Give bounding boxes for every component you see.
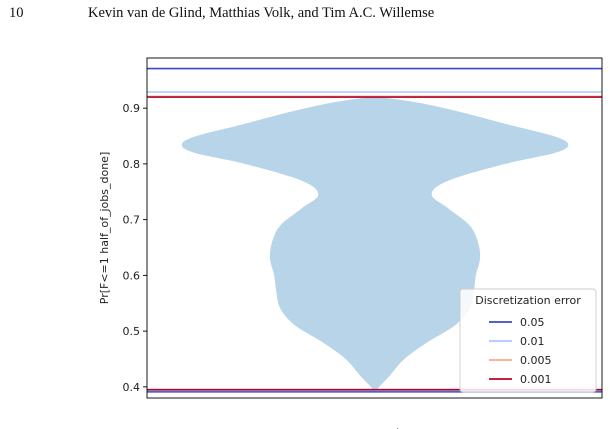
legend-label-0.01: 0.01 <box>520 335 545 348</box>
y-tick-label: 0.4 <box>123 381 141 394</box>
y-tick-label: 0.5 <box>123 325 141 338</box>
y-tick-label: 0.6 <box>123 269 141 282</box>
violin-body <box>181 96 569 393</box>
page-number: 10 <box>9 5 24 21</box>
y-axis: 0.4 0.5 0.6 0.7 0.8 0.9 <box>123 102 147 394</box>
y-tick-label: 0.7 <box>123 214 141 227</box>
y-axis-label: Pr[F<=1 half_of_jobs_done] <box>98 152 111 305</box>
running-head: 10 Kevin van de Glind, Matthias Volk, an… <box>0 5 610 25</box>
y-tick-label: 0.9 <box>123 102 141 115</box>
legend-label-0.005: 0.005 <box>520 354 552 367</box>
legend: Discretization error 0.05 0.01 0.005 0.001 <box>459 288 597 393</box>
legend-box <box>459 288 597 393</box>
running-head-authors: Kevin van de Glind, Matthias Volk, and T… <box>88 5 435 21</box>
legend-label-0.001: 0.001 <box>520 373 552 386</box>
legend-title: Discretization error <box>475 294 581 307</box>
legend-label-0.05: 0.05 <box>520 316 545 329</box>
x-axis-label-partial: t <box>396 425 400 429</box>
y-tick-label: 0.8 <box>123 158 141 171</box>
plot-frame <box>146 57 603 399</box>
